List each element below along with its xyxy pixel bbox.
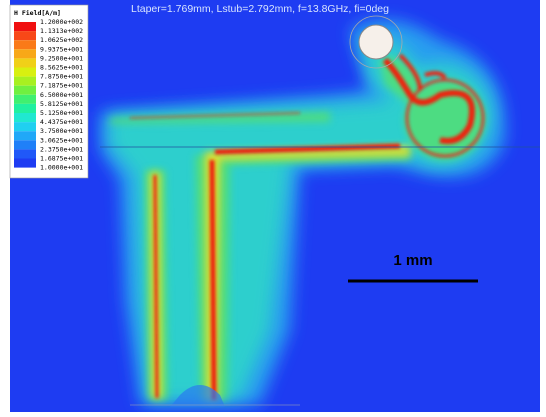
page: Ltaper=1.769mm, Lstub=2.792mm, f=13.8GHz… xyxy=(0,0,546,417)
plot-title: Ltaper=1.769mm, Lstub=2.792mm, f=13.8GHz… xyxy=(131,3,389,15)
coax-port xyxy=(359,25,393,59)
legend-label: 1.0000e+001 xyxy=(40,164,83,172)
legend-swatch xyxy=(14,149,36,158)
legend-swatch xyxy=(14,68,36,77)
legend-swatch xyxy=(14,58,36,67)
legend-swatch xyxy=(14,40,36,49)
legend-swatch xyxy=(14,113,36,122)
legend-label: 8.5625e+001 xyxy=(40,64,83,72)
legend-label: 2.3750e+001 xyxy=(40,145,83,153)
legend-label: 9.2500e+001 xyxy=(40,54,83,62)
legend-label: 5.1250e+001 xyxy=(40,109,83,117)
legend-swatch xyxy=(14,159,36,168)
legend-swatch xyxy=(14,95,36,104)
legend-label: 7.1875e+001 xyxy=(40,82,83,90)
legend-swatch xyxy=(14,104,36,113)
legend-swatch xyxy=(14,49,36,58)
legend-label: 1.6875e+001 xyxy=(40,155,83,163)
legend-title: H Field[A/m] xyxy=(14,9,61,17)
legend-swatch xyxy=(14,77,36,86)
legend-label: 3.7500e+001 xyxy=(40,127,83,135)
legend-label: 7.8750e+001 xyxy=(40,73,83,81)
legend-label: 4.4375e+001 xyxy=(40,118,83,126)
legend-label: 9.9375e+001 xyxy=(40,45,83,53)
legend-swatch xyxy=(14,140,36,149)
legend: H Field[A/m] 1.2000e+0021.1313e+0021.062… xyxy=(10,5,88,178)
legend-swatch xyxy=(14,122,36,131)
legend-swatch xyxy=(14,31,36,40)
legend-swatch xyxy=(14,131,36,140)
legend-label: 1.1313e+002 xyxy=(40,27,83,35)
legend-label: 6.5000e+001 xyxy=(40,91,83,99)
legend-label: 5.8125e+001 xyxy=(40,100,83,108)
legend-label: 1.2000e+002 xyxy=(40,18,83,26)
legend-label: 3.0625e+001 xyxy=(40,136,83,144)
legend-swatch xyxy=(14,86,36,95)
legend-swatch xyxy=(14,22,36,31)
scale-label: 1 mm xyxy=(393,252,432,269)
field-plot: Ltaper=1.769mm, Lstub=2.792mm, f=13.8GHz… xyxy=(0,0,546,417)
legend-label: 1.0625e+002 xyxy=(40,36,83,44)
